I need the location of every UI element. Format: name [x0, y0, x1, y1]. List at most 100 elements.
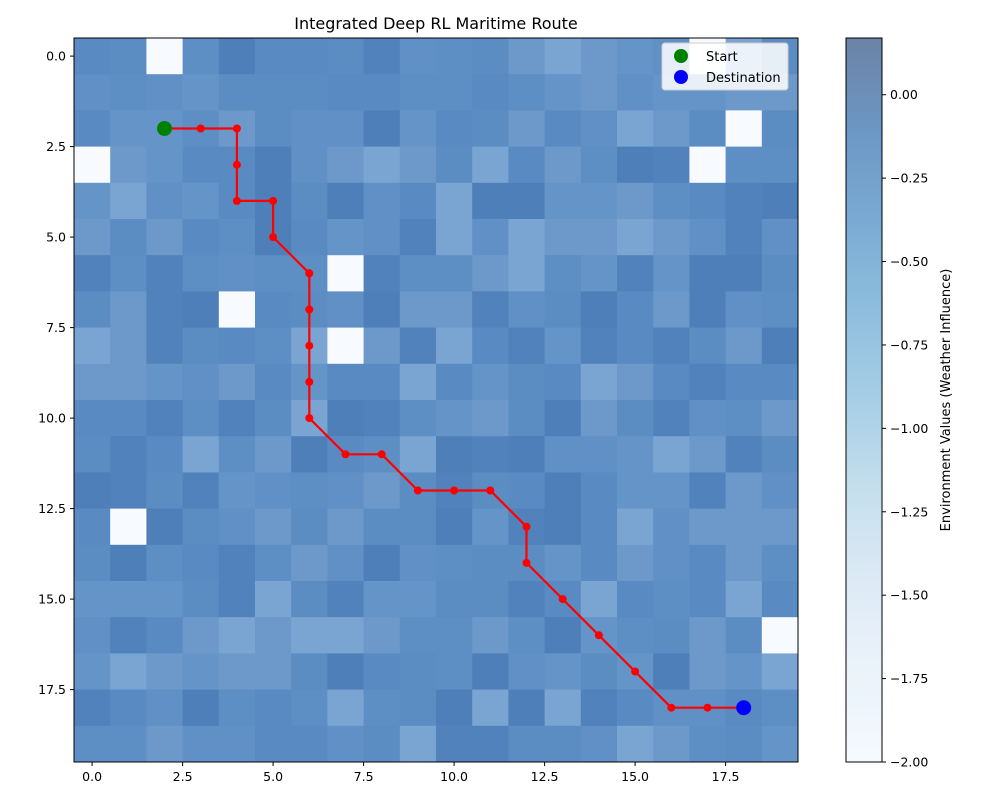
heatmap-cell [291, 653, 328, 691]
heatmap-cell [291, 472, 328, 510]
obstacle-cell [110, 508, 147, 546]
route-path [157, 121, 752, 716]
heatmap-cell [544, 219, 582, 256]
heatmap-cell [761, 219, 799, 256]
heatmap-cell [218, 544, 256, 582]
heatmap-cell [617, 110, 654, 148]
heatmap-cell [291, 74, 328, 111]
heatmap-cell [580, 38, 618, 75]
heatmap-cell [580, 146, 618, 184]
heatmap-cell [255, 110, 292, 148]
heatmap-cell [725, 146, 763, 184]
heatmap-cell [508, 400, 546, 437]
heatmap-cell [74, 38, 111, 75]
heatmap-cell [617, 400, 654, 437]
heatmap-cell [544, 327, 582, 365]
heatmap-cell [399, 255, 437, 292]
heatmap-cell [689, 327, 727, 365]
heatmap-cell [399, 725, 437, 763]
heatmap-cell [689, 725, 727, 763]
heatmap-cell [327, 617, 365, 654]
heatmap-cell [182, 544, 220, 582]
heatmap-cell [544, 291, 582, 329]
heatmap-cell [110, 436, 147, 473]
heatmap-cell [508, 653, 546, 691]
route-point [413, 486, 422, 495]
heatmap-cell [653, 472, 690, 510]
heatmap-cell [327, 581, 365, 618]
obstacle-cell [725, 110, 763, 148]
route-point [305, 414, 314, 423]
heatmap-cell [182, 508, 220, 546]
legend-start-marker [674, 49, 688, 63]
heatmap-cell [146, 617, 184, 654]
heatmap-cell [363, 689, 401, 727]
heatmap-cell [327, 472, 365, 510]
heatmap-cell [580, 725, 618, 763]
heatmap-cell [761, 653, 799, 691]
heatmap-cell [218, 38, 256, 75]
heatmap-cell [327, 400, 365, 437]
heatmap-cell [544, 436, 582, 473]
obstacle-cell [689, 146, 727, 184]
heatmap-cell [74, 327, 111, 365]
heatmap-cell [327, 689, 365, 727]
heatmap-cell [327, 74, 365, 111]
heatmap-cell [725, 219, 763, 256]
heatmap-cell [508, 363, 546, 401]
heatmap-cell [291, 725, 328, 763]
heatmap-cell [74, 400, 111, 437]
heatmap-cell [580, 74, 618, 111]
heatmap-cell [399, 182, 437, 220]
heatmap-cell [436, 544, 473, 582]
heatmap-cell [508, 327, 546, 365]
heatmap-cell [761, 110, 799, 148]
heatmap-cell [689, 255, 727, 292]
heatmap-cell [218, 255, 256, 292]
heatmap-cell [291, 38, 328, 75]
heatmap-cell [508, 255, 546, 292]
heatmap-cell [363, 617, 401, 654]
obstacle-cell [761, 617, 799, 654]
heatmap-cell [291, 508, 328, 546]
heatmap-cell [617, 255, 654, 292]
heatmap-cell [327, 110, 365, 148]
heatmap-cells [74, 38, 799, 763]
heatmap-cell [110, 689, 147, 727]
heatmap-cell [544, 508, 582, 546]
heatmap-cell [255, 255, 292, 292]
route-point [558, 595, 567, 604]
heatmap-cell [617, 617, 654, 654]
heatmap-cell [725, 725, 763, 763]
heatmap-cell [363, 363, 401, 401]
heatmap-cell [617, 508, 654, 546]
heatmap-cell [255, 725, 292, 763]
x-tick-label: 17.5 [712, 769, 740, 784]
heatmap-cell [653, 725, 690, 763]
route-point [450, 486, 459, 495]
heatmap-cell [689, 472, 727, 510]
heatmap-cell [436, 255, 473, 292]
heatmap-cell [182, 219, 220, 256]
heatmap-cell [761, 400, 799, 437]
heatmap-cell [110, 182, 147, 220]
y-tick-label: 12.5 [38, 501, 66, 516]
heatmap-cell [110, 472, 147, 510]
heatmap-cell [182, 581, 220, 618]
heatmap-cell [110, 110, 147, 148]
heatmap-cell [653, 508, 690, 546]
heatmap-cell [74, 219, 111, 256]
heatmap-cell [689, 581, 727, 618]
heatmap-cell [255, 544, 292, 582]
heatmap-cell [617, 689, 654, 727]
heatmap-cell [544, 653, 582, 691]
heatmap-cell [291, 581, 328, 618]
colorbar-tick-label: 0.00 [890, 87, 918, 102]
heatmap-cell [472, 363, 509, 401]
heatmap-cell [580, 110, 618, 148]
heatmap-cell [110, 400, 147, 437]
heatmap-cell [544, 38, 582, 75]
heatmap-cell [327, 219, 365, 256]
heatmap-cell [617, 581, 654, 618]
heatmap-cell [472, 255, 509, 292]
